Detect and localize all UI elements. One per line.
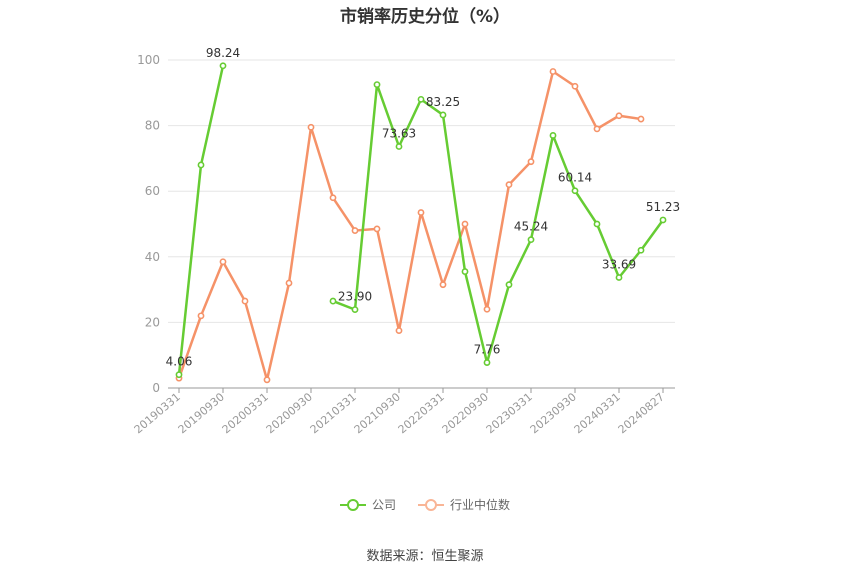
series-lines <box>175 62 667 384</box>
data-point <box>285 279 293 287</box>
data-point <box>351 306 359 314</box>
data-point <box>417 209 425 216</box>
data-point <box>637 246 645 254</box>
data-point <box>505 181 513 189</box>
y-tick-label: 80 <box>145 119 160 133</box>
series-1 <box>175 68 645 384</box>
x-tick-label: 20210331 <box>308 390 359 436</box>
data-point <box>615 274 623 281</box>
x-tick-label: 20230331 <box>484 390 535 436</box>
data-point <box>461 268 469 275</box>
data-point <box>241 297 249 305</box>
data-point <box>417 95 425 103</box>
data-point <box>593 220 601 228</box>
legend-company-marker <box>339 498 366 511</box>
data-label: 33.69 <box>602 257 636 271</box>
legend: 公司 行业中位数 <box>0 496 850 513</box>
legend-item-industry-median[interactable]: 行业中位数 <box>418 496 510 513</box>
data-point <box>395 327 403 334</box>
x-tick-label: 20190331 <box>132 390 183 436</box>
data-point <box>659 216 667 224</box>
series-line <box>177 65 225 375</box>
data-label: 83.25 <box>426 95 460 109</box>
chart-title: 市销率历史分位（%） <box>339 7 511 27</box>
data-point <box>527 236 535 244</box>
x-tick-label: 20200331 <box>220 390 271 436</box>
series-line <box>177 70 642 382</box>
data-point <box>373 225 381 233</box>
data-label: 73.63 <box>382 126 416 140</box>
data-point <box>197 312 205 320</box>
y-tick-label: 100 <box>137 53 160 67</box>
data-point <box>263 376 271 384</box>
data-point <box>527 158 535 166</box>
data-point <box>329 297 337 305</box>
data-point <box>351 227 359 234</box>
data-point <box>329 194 337 202</box>
data-label: 7.76 <box>474 343 501 357</box>
data-label: 98.24 <box>206 46 240 60</box>
data-point <box>571 82 579 90</box>
data-label: 51.23 <box>646 200 680 214</box>
data-point <box>615 112 623 120</box>
data-point <box>549 68 557 75</box>
data-point <box>197 161 205 169</box>
data-point <box>571 187 579 195</box>
x-tick-label: 20220331 <box>396 390 447 436</box>
data-labels: 4.06 98.24 23.90 73.63 83.25 7.76 45.24 60.14 33… <box>166 46 681 369</box>
x-tick-label: 20190930 <box>176 390 227 436</box>
x-tick-label: 20220930 <box>440 390 491 436</box>
data-label: 4.06 <box>166 355 193 369</box>
data-point <box>637 115 645 123</box>
x-tick-label: 20200930 <box>264 390 315 436</box>
data-label: 60.14 <box>558 171 592 185</box>
legend-industry-label: 行业中位数 <box>450 498 511 512</box>
grid-lines <box>168 59 675 323</box>
y-tick-label: 20 <box>145 315 160 329</box>
data-point <box>549 132 557 139</box>
series-line <box>332 83 665 364</box>
y-tick-label: 60 <box>145 184 160 198</box>
series-0 <box>175 62 667 379</box>
data-point <box>219 258 227 266</box>
data-label: 45.24 <box>514 220 548 234</box>
data-point <box>373 81 381 88</box>
data-point <box>175 371 183 379</box>
y-tick-label: 0 <box>152 381 160 395</box>
data-point <box>395 143 403 150</box>
data-point <box>219 62 227 70</box>
data-point <box>439 111 447 119</box>
x-tick-label: 20210930 <box>352 390 403 436</box>
data-point <box>461 220 469 228</box>
data-point <box>439 281 447 289</box>
data-point <box>483 305 491 313</box>
data-point <box>505 281 513 289</box>
legend-company-label: 公司 <box>371 498 396 512</box>
legend-item-company[interactable]: 公司 <box>339 496 396 513</box>
y-tick-label: 40 <box>145 250 160 264</box>
x-tick-label: 20230930 <box>528 390 579 436</box>
data-label: 23.90 <box>338 290 372 304</box>
x-tick-label: 20240331 <box>572 390 623 436</box>
source-note: 数据来源：恒生聚源 <box>366 549 484 564</box>
data-point <box>307 123 315 131</box>
data-point <box>593 125 601 133</box>
data-point <box>483 359 491 366</box>
legend-industry-marker <box>418 498 444 511</box>
x-tick-label: 20240827 <box>616 390 667 436</box>
